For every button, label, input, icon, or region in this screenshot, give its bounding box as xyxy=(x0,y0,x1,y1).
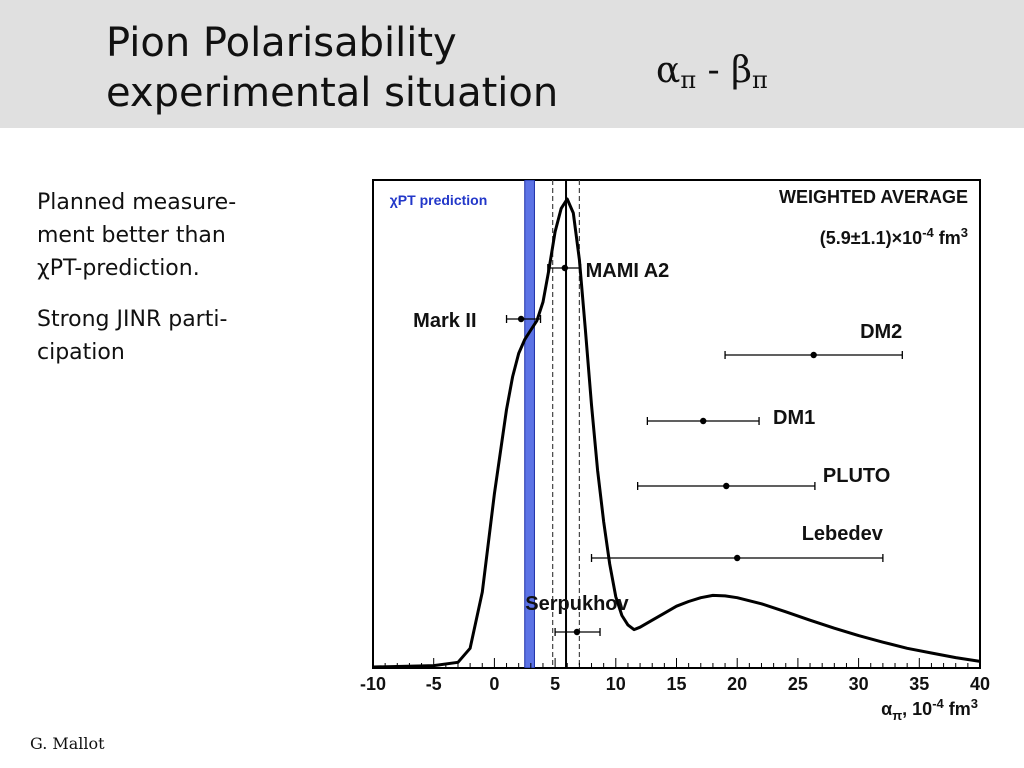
slide-title: Pion Polarisability experimental situati… xyxy=(106,18,558,118)
dm2-point xyxy=(810,351,817,359)
prediction-band xyxy=(524,180,535,668)
title-formula: απ - βπ xyxy=(656,50,768,94)
serpukhov-point xyxy=(573,628,581,636)
mami-a2-label: MAMI A2 xyxy=(586,260,670,282)
slide-title-line-1: Pion Polarisability xyxy=(106,20,457,66)
formula-alpha-subscript: π xyxy=(680,66,697,94)
formula-beta-subscript: π xyxy=(751,66,768,94)
bullet-text-block: Planned measure- ment better than χPT-pr… xyxy=(37,186,337,387)
lebedev-label: Lebedev xyxy=(802,523,884,545)
mark-ii-point xyxy=(517,315,525,323)
x-tick-label: 15 xyxy=(666,674,686,694)
bullet-planned-measurement: Planned measure- ment better than χPT-pr… xyxy=(37,190,237,281)
x-axis-label: απ, 10-4 fm3 xyxy=(881,696,978,723)
mark-ii-label: Mark II xyxy=(413,310,476,332)
x-tick-label: -10 xyxy=(360,674,386,694)
x-tick-label: 40 xyxy=(970,674,990,694)
weighted-average-label: WEIGHTED AVERAGE xyxy=(779,187,968,207)
x-tick-label: 5 xyxy=(550,674,560,694)
bullet-jinr-participation: Strong JINR parti- cipation xyxy=(37,307,228,365)
plot-frame xyxy=(372,179,981,669)
formula-beta: β xyxy=(731,50,752,91)
pluto-label: PLUTO xyxy=(823,465,890,487)
x-tick-label: 35 xyxy=(909,674,929,694)
polarisability-chart: χPT prediction WEIGHTED AVERAGE (5.9±1.1)×… xyxy=(360,179,990,723)
formula-alpha: α xyxy=(656,50,681,91)
x-tick-label: 10 xyxy=(606,674,626,694)
x-tick-label: 30 xyxy=(849,674,869,694)
prediction-band-label: χPT prediction xyxy=(390,192,488,208)
lebedev-point xyxy=(734,554,741,562)
dm1-label: DM1 xyxy=(773,407,815,429)
x-tick-label: 25 xyxy=(788,674,808,694)
dm1-point xyxy=(700,417,707,425)
dm2-label: DM2 xyxy=(860,321,902,343)
pluto-point xyxy=(723,482,730,490)
mami-a2-point xyxy=(561,264,569,272)
x-tick-label: 0 xyxy=(489,674,499,694)
title-bar xyxy=(0,0,1024,128)
author-footer: G. Mallot xyxy=(30,734,105,753)
x-tick-label: 20 xyxy=(727,674,747,694)
slide-title-line-2: experimental situation xyxy=(106,70,559,116)
weighted-average-value: (5.9±1.1)×10-4 fm3 xyxy=(820,225,968,248)
x-tick-label: -5 xyxy=(426,674,442,694)
serpukhov-label: Serpukhov xyxy=(525,593,629,615)
formula-dash: - xyxy=(696,50,732,91)
weighted-average-curve xyxy=(372,197,981,669)
